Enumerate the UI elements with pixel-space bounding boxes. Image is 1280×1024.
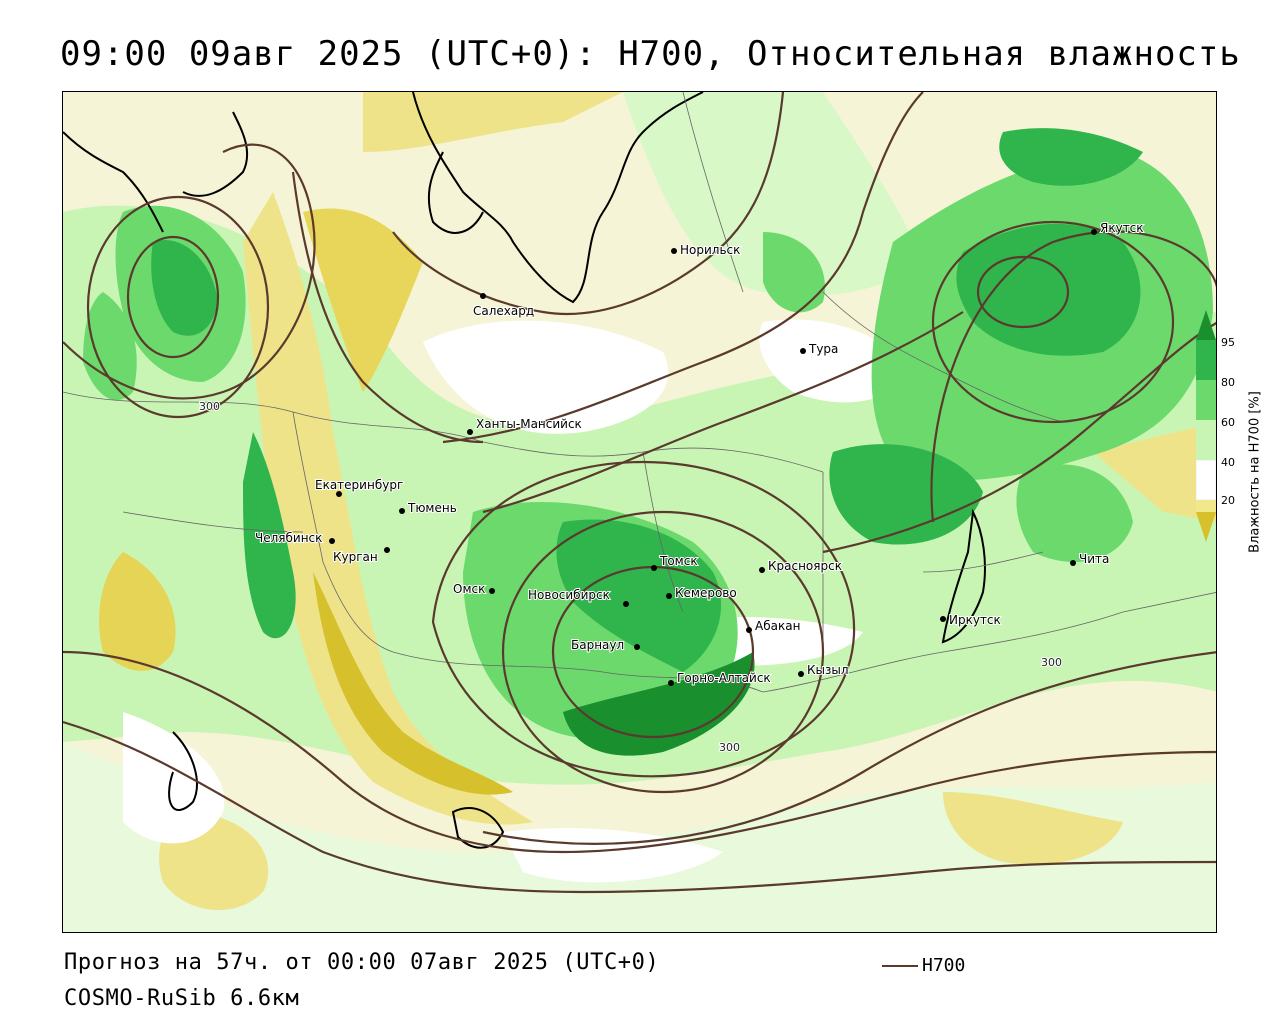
- map-title: 09:00 09авг 2025 (UTC+0): H700, Относите…: [60, 34, 1241, 74]
- colorbar: [1196, 310, 1216, 542]
- city-label: Курган: [333, 550, 378, 564]
- colorbar-title: Влажность на H700 [%]: [1246, 352, 1264, 592]
- city-label: Салехард: [473, 304, 534, 318]
- city-label: Горно-Алтайск: [677, 671, 771, 685]
- humidity-field: [63, 92, 1216, 932]
- humidity-map: 300 300 300 Норильск Салехард Тура Якутс…: [62, 91, 1217, 933]
- city-label: Барнаул: [571, 638, 624, 652]
- contour-label: 300: [719, 741, 740, 754]
- city-label: Абакан: [755, 619, 800, 633]
- city-markers: Норильск Салехард Тура Якутск Ханты-Манс…: [254, 220, 1145, 686]
- h700-legend: H700: [882, 955, 965, 976]
- city-label: Тюмень: [407, 501, 457, 515]
- city-label: Красноярск: [768, 559, 842, 573]
- city-label: Норильск: [680, 243, 740, 257]
- colorbar-tick: 20: [1221, 494, 1235, 507]
- city-label: Иркутск: [949, 613, 1001, 627]
- city-label: Чита: [1079, 552, 1109, 566]
- h700-legend-label: H700: [922, 955, 966, 976]
- coastline: [63, 92, 986, 849]
- city-label: Томск: [659, 554, 698, 568]
- contour-label: 300: [1041, 656, 1062, 669]
- h700-legend-line: [882, 964, 918, 967]
- contour-label: 300: [199, 400, 220, 413]
- city-label: Новосибирск: [528, 588, 610, 602]
- colorbar-tick: 60: [1221, 416, 1235, 429]
- colorbar-tick: 80: [1221, 376, 1235, 389]
- city-label: Кемерово: [675, 586, 737, 600]
- model-info: COSMO-RuSib 6.6км: [64, 986, 300, 1011]
- colorbar-title-text: Влажность на H700 [%]: [1247, 391, 1263, 553]
- forecast-info: Прогноз на 57ч. от 00:00 07авг 2025 (UTC…: [64, 950, 660, 975]
- colorbar-tick: 40: [1221, 456, 1235, 469]
- city-label: Якутск: [1100, 221, 1144, 235]
- city-label: Кызыл: [807, 663, 849, 677]
- city-label: Ханты-Мансийск: [476, 417, 582, 431]
- city-label: Тура: [808, 342, 838, 356]
- colorbar-tick: 95: [1221, 336, 1235, 349]
- city-label: Омск: [453, 582, 485, 596]
- city-label: Екатеринбург: [315, 478, 403, 492]
- city-label: Челябинск: [255, 531, 322, 545]
